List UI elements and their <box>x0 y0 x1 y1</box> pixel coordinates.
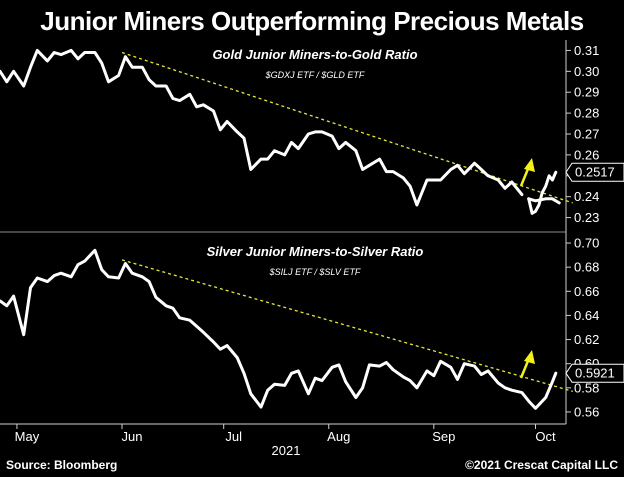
y-tick-label: 0.24 <box>574 189 599 204</box>
x-tick-label: Jun <box>122 429 143 444</box>
y-tick-label: 0.70 <box>574 236 599 251</box>
last-value-label: 0.5921 <box>575 366 615 381</box>
y-tick-label: 0.26 <box>574 147 599 162</box>
ratio-series-line <box>0 48 524 207</box>
x-year-label: 2021 <box>272 443 301 458</box>
trendline <box>121 51 573 204</box>
y-tick-label: 0.58 <box>574 380 599 395</box>
x-tick-label: May <box>15 429 40 444</box>
up-arrow-head <box>524 350 535 364</box>
panel-title: Silver Junior Miners-to-Silver Ratio <box>207 244 424 259</box>
copyright-note: ©2021 Crescat Capital LLC <box>465 458 618 472</box>
panel-subtitle: $GDXJ ETF / $GLD ETF <box>265 70 365 80</box>
y-tick-label: 0.31 <box>574 43 599 58</box>
x-tick-label: Sep <box>432 429 455 444</box>
y-tick-label: 0.23 <box>574 210 599 225</box>
up-arrow-head <box>524 158 535 172</box>
trendline <box>121 259 573 393</box>
y-tick-label: 0.68 <box>574 260 599 275</box>
y-tick-label: 0.56 <box>574 404 599 419</box>
x-tick-label: Oct <box>535 429 556 444</box>
last-value-label: 0.2517 <box>575 165 615 180</box>
source-note: Source: Bloomberg <box>6 458 118 472</box>
panel-title: Gold Junior Miners-to-Gold Ratio <box>212 47 417 62</box>
ratio-series-line <box>0 248 558 410</box>
y-tick-label: 0.30 <box>574 64 599 79</box>
chart-main-title: Junior Miners Outperforming Precious Met… <box>40 6 584 36</box>
y-tick-label: 0.66 <box>574 284 599 299</box>
ratio-series-line <box>527 170 558 215</box>
x-tick-label: Aug <box>327 429 350 444</box>
last-value-box <box>565 162 624 182</box>
y-tick-label: 0.29 <box>574 85 599 100</box>
panel-subtitle: $SILJ ETF / $SLV ETF <box>269 267 361 277</box>
y-tick-label: 0.28 <box>574 106 599 121</box>
y-tick-label: 0.27 <box>574 127 599 142</box>
y-tick-label: 0.64 <box>574 308 599 323</box>
y-tick-label: 0.62 <box>574 332 599 347</box>
ratio-series-line <box>527 197 561 205</box>
last-value-box <box>565 363 624 383</box>
x-tick-label: Jul <box>225 429 242 444</box>
